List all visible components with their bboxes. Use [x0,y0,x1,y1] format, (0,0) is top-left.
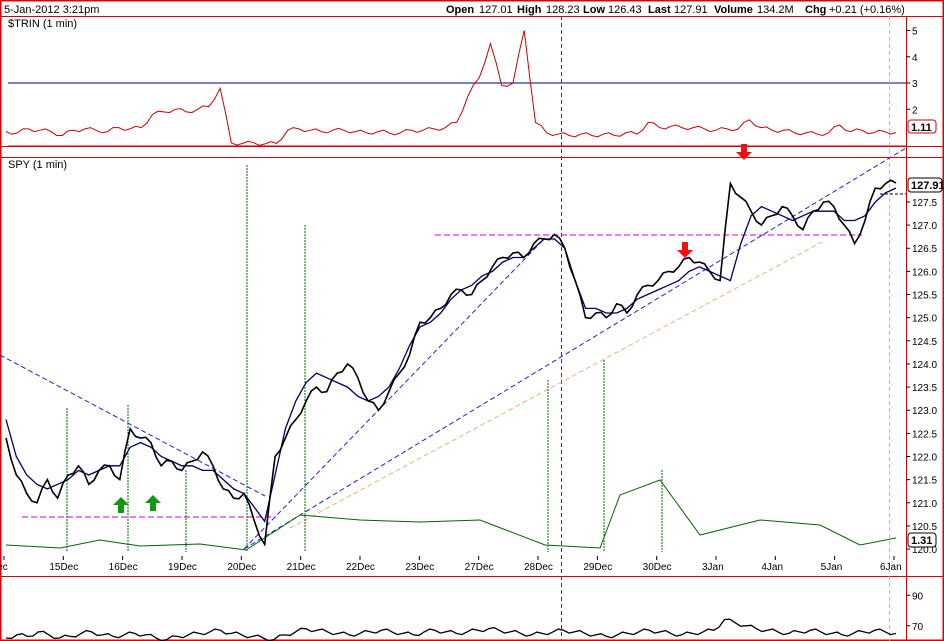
lower-y-tick-label: 90 [912,591,924,602]
spy-y-tick-label: 123.0 [912,406,937,417]
volume-value: 134.2M [757,4,794,16]
high-label: High [517,4,542,16]
tick-indicator [5,165,897,552]
trin-y-axis: 2 3 4 5 [906,27,918,116]
x-tick-label: 4Jan [761,562,783,573]
spy-y-axis: 120.0 120.5 121.0 121.5 122.0 122.5 123.0 123.5… [906,198,937,556]
trin-panel-title: $TRIN (1 min) [8,18,77,30]
arrow-down-icon [736,144,752,160]
trin-last-badge: 1.11 [907,119,937,134]
spy-y-tick-label: 126.5 [912,244,937,255]
spy-y-tick-label: 120.0 [912,545,937,556]
arrow-down-icon [677,242,693,258]
x-tick-label: 29Dec [583,562,612,573]
spy-y-tick-label: 120.5 [912,522,937,533]
x-tick-label: 15Dec [49,562,78,573]
spy-y-tick-label: 125.0 [912,314,937,325]
x-tick-label: 22Dec [346,562,375,573]
spy-y-tick-label: 122.0 [912,453,937,464]
x-tick-label: 19Dec [168,562,197,573]
x-tick-label: 20Dec [227,562,256,573]
spy-moving-average [5,187,897,523]
trendline-support [289,241,823,529]
x-tick-label: 21Dec [287,562,316,573]
date-x-axis: Dec 15Dec 16Dec 19Dec 20Dec 21Dec 22Dec 23Dec 27… [0,556,902,573]
x-tick-label: 30Dec [643,562,672,573]
high-value: 128.23 [546,4,580,16]
trin-y-tick-label: 3 [912,79,918,90]
spy-y-tick-label: 126.0 [912,267,937,278]
svg-text:127.91: 127.91 [911,180,944,192]
chg-value: +0.21 (+0.16%) [829,4,905,16]
low-value: 126.43 [608,4,642,16]
lower-indicator-line [5,618,897,641]
lower-indicator-series [5,618,897,641]
arrow-up-icon [113,497,129,513]
spy-y-tick-label: 124.5 [912,337,937,348]
last-value: 127.91 [674,4,708,16]
trin-series [5,30,897,146]
tick-last-badge: 1.31 [907,532,937,548]
trin-y-tick-label: 2 [912,105,918,116]
spy-y-tick-label: 124.0 [912,360,937,371]
spy-price-line [5,179,897,547]
trendline-down [0,354,266,497]
x-tick-label: 16Dec [109,562,138,573]
svg-text:1.11: 1.11 [911,122,932,134]
spy-y-tick-label: 122.5 [912,429,937,440]
x-tick-label: 28Dec [524,562,553,573]
header-date: 5-Jan-2012 3:21pm [4,4,99,16]
trendline-up-long [243,147,907,550]
spy-panel-title: SPY (1 min) [8,159,67,171]
spy-y-tick-label: 125.5 [912,291,937,302]
lower-y-axis: 70 90 [906,591,924,633]
x-tick-label: 3Jan [702,562,724,573]
spy-y-tick-label: 123.5 [912,383,937,394]
tick-line [5,479,897,551]
open-label: Open [446,4,474,16]
spy-ma-line [5,187,897,523]
spy-last-badge: 127.91 [907,177,944,193]
spy-y-tick-label: 121.0 [912,499,937,510]
x-tick-label: 27Dec [465,562,494,573]
spy-y-tick-label: 121.5 [912,476,937,487]
spy-y-tick-label: 127.0 [912,221,937,232]
spy-price-series [5,179,897,547]
spy-y-tick-label: 127.5 [912,198,937,209]
chg-label: Chg [805,4,826,16]
lower-y-tick-label: 70 [912,622,924,633]
volume-label: Volume [714,4,753,16]
trin-y-tick-label: 4 [912,53,918,64]
x-tick-label: 23Dec [405,562,434,573]
x-tick-label: Dec [0,562,8,573]
trin-line [5,30,897,146]
open-value: 127.01 [479,4,513,16]
x-tick-label: 6Jan [880,562,902,573]
trin-y-tick-label: 5 [912,27,918,38]
svg-text:1.31: 1.31 [911,535,932,547]
x-tick-label: 5Jan [821,562,843,573]
last-label: Last [648,4,671,16]
low-label: Low [583,4,605,16]
quote-header: 5-Jan-2012 3:21pm Open 127.01 High 128.2… [4,4,905,16]
arrow-up-icon [145,495,161,511]
trendline-up-steep [243,237,546,550]
